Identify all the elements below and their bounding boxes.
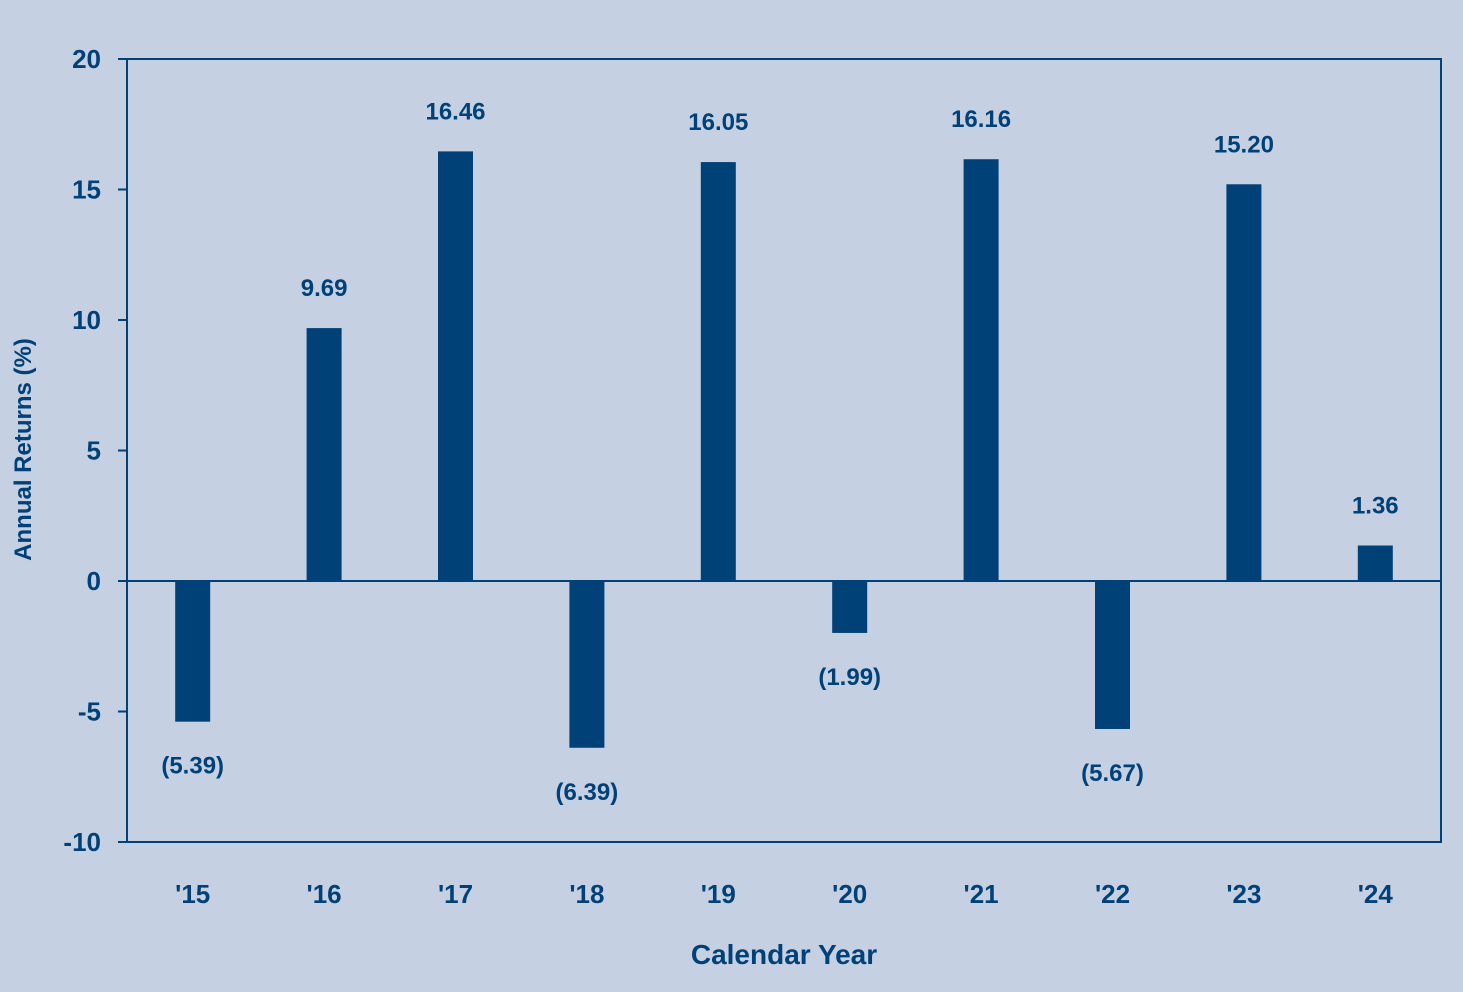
x-axis: '15 '16 '17 '18 '19 '20 '21 '22 '23 '24 <box>175 879 1393 909</box>
y-tick-label: 5 <box>87 436 101 466</box>
bar-value-label: (6.39) <box>556 779 619 806</box>
bar <box>438 151 473 582</box>
x-tick-label: '16 <box>307 879 342 909</box>
y-axis: -10 -5 0 5 10 15 20 <box>63 44 127 857</box>
bar-value-label: 16.16 <box>951 106 1011 133</box>
x-tick-label: '17 <box>438 879 473 909</box>
bar-value-label: 9.69 <box>301 275 348 302</box>
bar <box>569 581 605 748</box>
bar <box>963 159 999 581</box>
bar <box>700 162 736 581</box>
x-tick-label: '21 <box>964 879 999 909</box>
x-tick-label: '19 <box>701 879 736 909</box>
bar-value-label: 15.20 <box>1214 131 1274 158</box>
bar-value-label: 16.05 <box>688 109 748 136</box>
x-axis-title: Calendar Year <box>691 939 877 970</box>
data-labels: (5.39) 9.69 16.46 (6.39) 16.05 (1.99) 16.16 (5.… <box>161 98 1398 805</box>
bar-value-label: (5.67) <box>1081 760 1144 787</box>
x-tick-label: '18 <box>569 879 604 909</box>
y-tick-label: 15 <box>72 175 101 205</box>
bar <box>175 581 211 722</box>
y-tick-label: -5 <box>78 697 101 727</box>
x-tick-label: '24 <box>1358 879 1394 909</box>
y-axis-title: Annual Returns (%) <box>10 338 37 561</box>
y-tick-label: 10 <box>72 305 101 335</box>
y-tick-label: -10 <box>63 827 101 857</box>
x-tick-label: '22 <box>1095 879 1130 909</box>
bar-value-label: 1.36 <box>1352 493 1399 520</box>
bar-series <box>175 151 1393 748</box>
bar-value-label: (1.99) <box>818 664 881 691</box>
bar <box>1357 545 1393 581</box>
x-tick-label: '23 <box>1226 879 1261 909</box>
bar <box>1226 184 1262 581</box>
x-tick-label: '20 <box>832 879 867 909</box>
y-tick-label: 0 <box>87 566 101 596</box>
bar <box>306 328 342 581</box>
bar-value-label: (5.39) <box>161 753 224 780</box>
bar-value-label: 16.46 <box>425 98 485 125</box>
bar <box>832 581 868 633</box>
x-tick-label: '15 <box>175 879 210 909</box>
bar <box>1095 581 1130 729</box>
y-tick-label: 20 <box>72 44 101 74</box>
